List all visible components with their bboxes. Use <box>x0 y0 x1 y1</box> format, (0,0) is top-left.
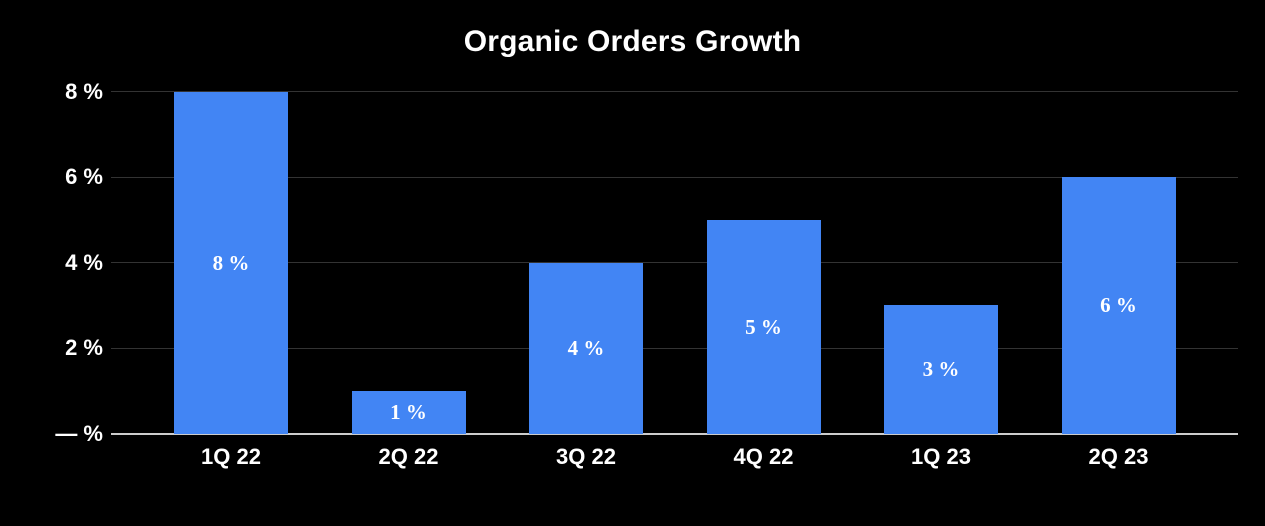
bar-1q-22 <box>174 91 288 434</box>
y-axis-tick-label: 4 % <box>65 249 103 275</box>
x-axis-category-label: 3Q 22 <box>556 444 616 469</box>
bar-value-label: 3 % <box>922 357 960 382</box>
bar-3q-22 <box>529 262 643 434</box>
chart-title: Organic Orders Growth <box>463 25 802 58</box>
x-axis-category-label: 2Q 22 <box>378 444 439 469</box>
y-axis-tick-label: 2 % <box>65 335 103 360</box>
y-axis-tick-label: — % <box>55 420 103 446</box>
gridline <box>111 262 1238 263</box>
bar-1q-23 <box>884 305 998 434</box>
bar-2q-23 <box>1061 177 1176 434</box>
gridline <box>111 347 1238 349</box>
x-axis-category-label: 4Q 22 <box>733 444 794 469</box>
x-axis-category-label: 1Q 23 <box>911 444 971 469</box>
bar-value-label: 8 % <box>212 250 250 275</box>
gridline <box>111 91 1238 92</box>
bar-value-label: 4 % <box>567 336 605 360</box>
gridline <box>111 176 1238 178</box>
bar-value-label: 6 % <box>1100 293 1137 318</box>
y-axis-tick-label: 6 % <box>65 164 103 189</box>
bar-2q-22 <box>351 390 466 434</box>
bar-value-label: 1 % <box>390 400 427 425</box>
x-axis-category-label: 1Q 22 <box>201 444 261 469</box>
bar-4q-22 <box>706 219 821 434</box>
x-axis-category-label: 2Q 23 <box>1088 444 1149 469</box>
bar-value-label: 5 % <box>745 314 782 339</box>
y-axis-tick-label: 8 % <box>65 78 103 104</box>
x-axis-line <box>111 432 1238 435</box>
